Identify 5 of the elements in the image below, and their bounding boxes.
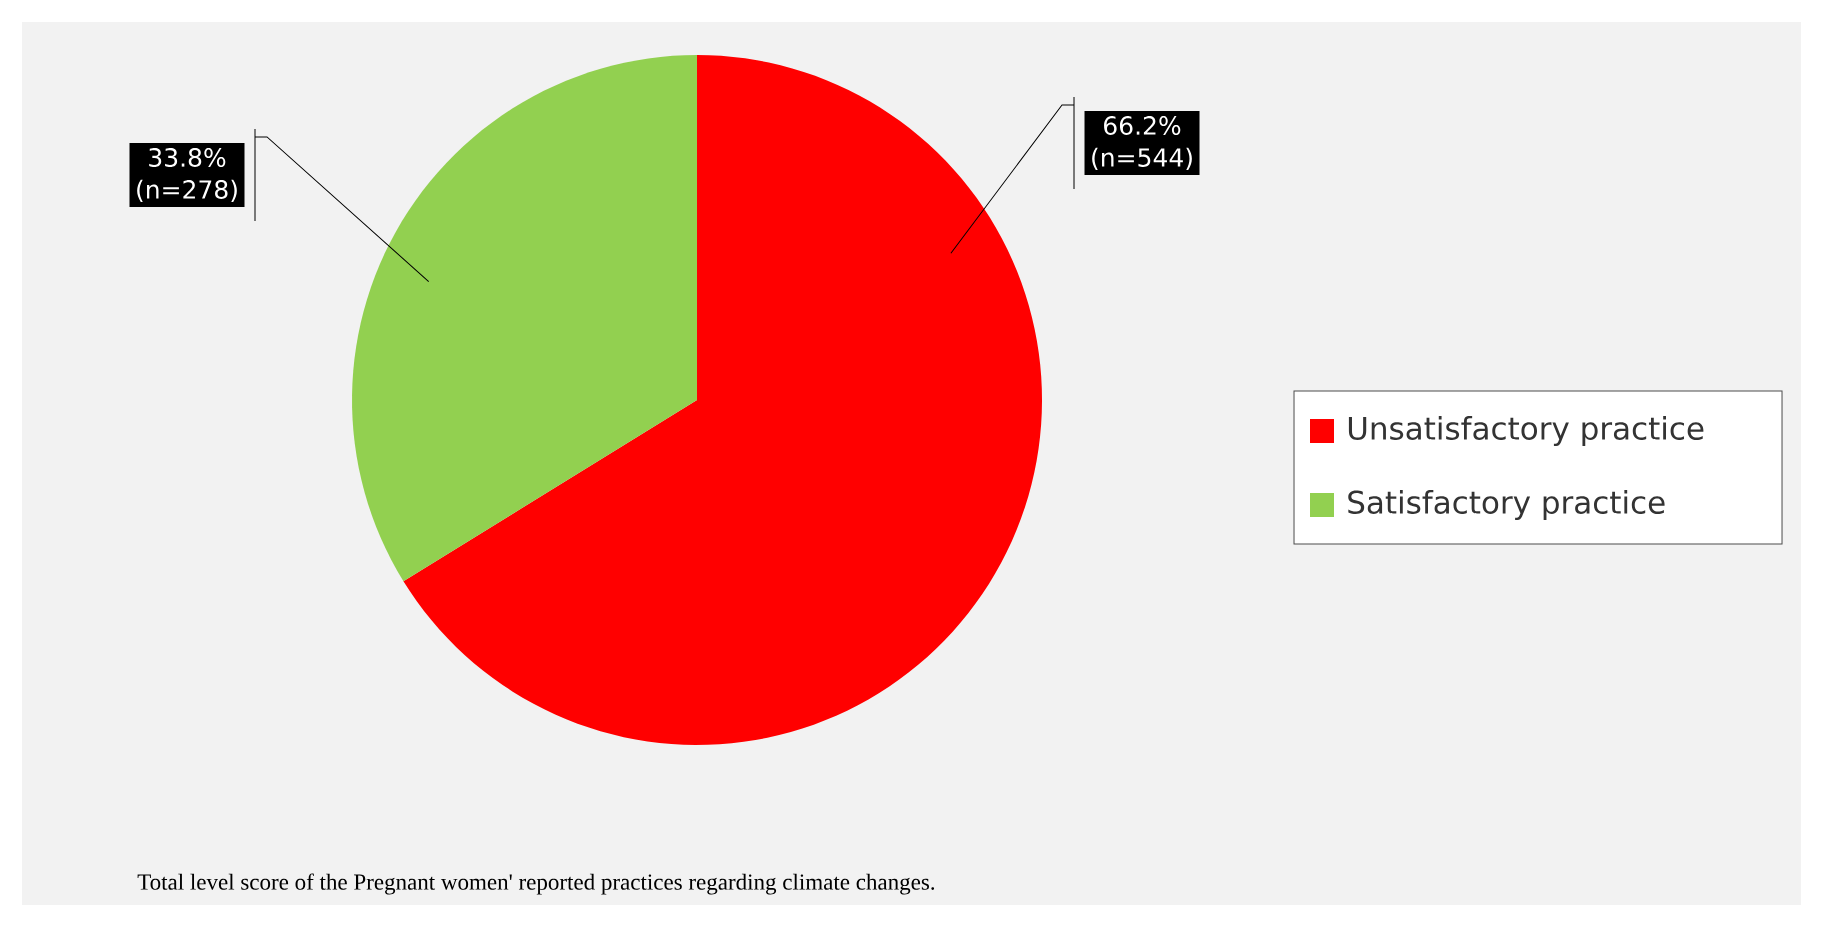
legend-label: Unsatisfactory practice: [1348, 415, 1704, 446]
text: Total level score of the Pregnant women' reported practices regarding climate changes.: [137, 873, 935, 895]
data-label: 66.2% (n=544): [1092, 116, 1192, 170]
data-label: 33.8% (n=278): [137, 148, 237, 202]
legend-label: Satisfactory practice: [1348, 489, 1665, 520]
